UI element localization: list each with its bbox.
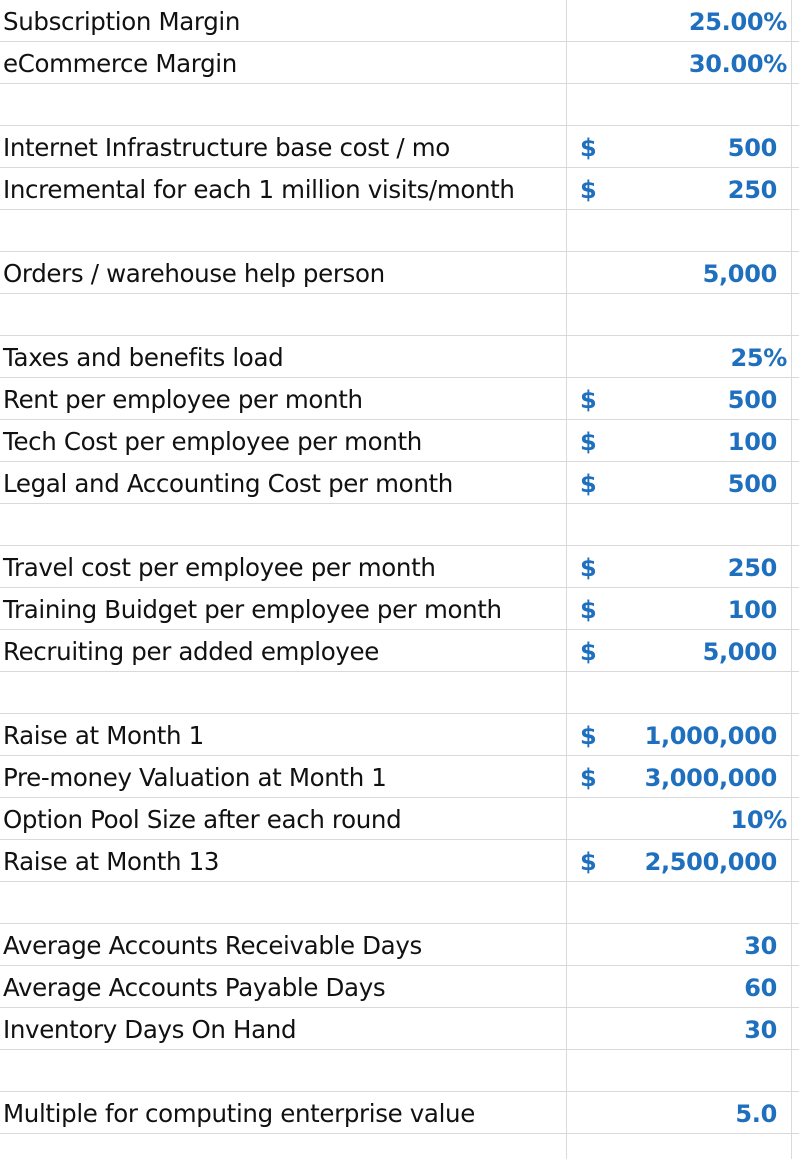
row-value[interactable]: 30.00% [688,50,787,78]
row-label[interactable]: Pre-money Valuation at Month 1 [3,763,387,792]
currency-symbol[interactable]: $ [580,848,597,876]
row-label[interactable]: Average Accounts Payable Days [3,973,386,1002]
spacer-row [0,84,799,126]
row-label[interactable]: Tech Cost per employee per month [3,427,422,456]
row-value[interactable]: 500 [727,386,778,414]
currency-symbol[interactable]: $ [580,176,597,204]
row-value[interactable]: 500 [727,470,778,498]
row-value[interactable]: 100 [727,596,778,624]
table-row: Subscription Margin 25.00% [0,0,799,42]
table-row: Orders / warehouse help person 5,000 [0,252,799,294]
row-label[interactable]: Subscription Margin [3,7,241,36]
table-row: Training Buidget per employee per month $… [0,588,799,630]
row-value[interactable]: 25.00% [688,8,787,36]
row-value[interactable]: 2,500,000 [644,848,778,876]
row-label[interactable]: Incremental for each 1 million visits/mo… [3,175,515,204]
currency-symbol[interactable]: $ [580,134,597,162]
table-row: Incremental for each 1 million visits/mo… [0,168,799,210]
row-label[interactable]: Multiple for computing enterprise value [3,1099,475,1128]
table-row: Recruiting per added employee $5,000 [0,630,799,672]
spacer-row [0,504,799,546]
row-label[interactable]: eCommerce Margin [3,49,237,78]
row-label[interactable]: Option Pool Size after each round [3,805,402,834]
currency-symbol[interactable]: $ [580,428,597,456]
row-label[interactable]: Average Accounts Receivable Days [3,931,422,960]
row-value[interactable]: 5,000 [702,260,778,288]
row-value[interactable]: 25% [730,344,787,372]
currency-symbol[interactable]: $ [580,764,597,792]
row-label[interactable]: Internet Infrastructure base cost / mo [3,133,450,162]
table-row: Raise at Month 13 $2,500,000 [0,840,799,882]
table-row: eCommerce Margin 30.00% [0,42,799,84]
row-label[interactable]: Travel cost per employee per month [3,553,436,582]
row-label[interactable]: Orders / warehouse help person [3,259,385,288]
row-label[interactable]: Raise at Month 13 [3,847,220,876]
row-label[interactable]: Rent per employee per month [3,385,363,414]
row-value[interactable]: 5.0 [735,1100,777,1128]
table-row: Average Accounts Payable Days 60 [0,966,799,1008]
currency-symbol[interactable]: $ [580,470,597,498]
spacer-row [0,882,799,924]
table-row: Inventory Days On Hand 30 [0,1008,799,1050]
spacer-row [0,210,799,252]
table-row: Internet Infrastructure base cost / mo $5… [0,126,799,168]
table-row: Tech Cost per employee per month $100 [0,420,799,462]
row-value[interactable]: 30 [744,932,777,960]
column-divider [791,0,792,1159]
row-value[interactable]: 3,000,000 [644,764,778,792]
table-row: Multiple for computing enterprise value 5… [0,1092,799,1134]
table-row: Pre-money Valuation at Month 1 $3,000,000 [0,756,799,798]
row-label[interactable]: Training Buidget per employee per month [3,595,502,624]
table-row: Taxes and benefits load 25% [0,336,799,378]
table-row: Average Accounts Receivable Days 30 [0,924,799,966]
row-label[interactable]: Inventory Days On Hand [3,1015,297,1044]
spacer-row [0,1050,799,1092]
row-label[interactable]: Raise at Month 1 [3,721,204,750]
currency-symbol[interactable]: $ [580,638,597,666]
table-row: Raise at Month 1 $1,000,000 [0,714,799,756]
row-label[interactable]: Recruiting per added employee [3,637,379,666]
table-row: Legal and Accounting Cost per month $500 [0,462,799,504]
row-value[interactable]: 250 [727,554,778,582]
currency-symbol[interactable]: $ [580,596,597,624]
row-label[interactable]: Legal and Accounting Cost per month [3,469,453,498]
table-row: Rent per employee per month $500 [0,378,799,420]
table-row: Option Pool Size after each round 10% [0,798,799,840]
row-value[interactable]: 5,000 [702,638,778,666]
currency-symbol[interactable]: $ [580,386,597,414]
spacer-row [0,294,799,336]
currency-symbol[interactable]: $ [580,554,597,582]
row-value[interactable]: 10% [730,806,787,834]
row-value[interactable]: 30 [744,1016,777,1044]
row-value[interactable]: 100 [727,428,778,456]
row-label[interactable]: Taxes and benefits load [3,343,284,372]
column-divider [566,0,567,1159]
row-value[interactable]: 1,000,000 [644,722,778,750]
row-value[interactable]: 250 [727,176,778,204]
row-value[interactable]: 500 [727,134,778,162]
table-row: Travel cost per employee per month $250 [0,546,799,588]
spacer-row [0,672,799,714]
row-value[interactable]: 60 [744,974,777,1002]
currency-symbol[interactable]: $ [580,722,597,750]
